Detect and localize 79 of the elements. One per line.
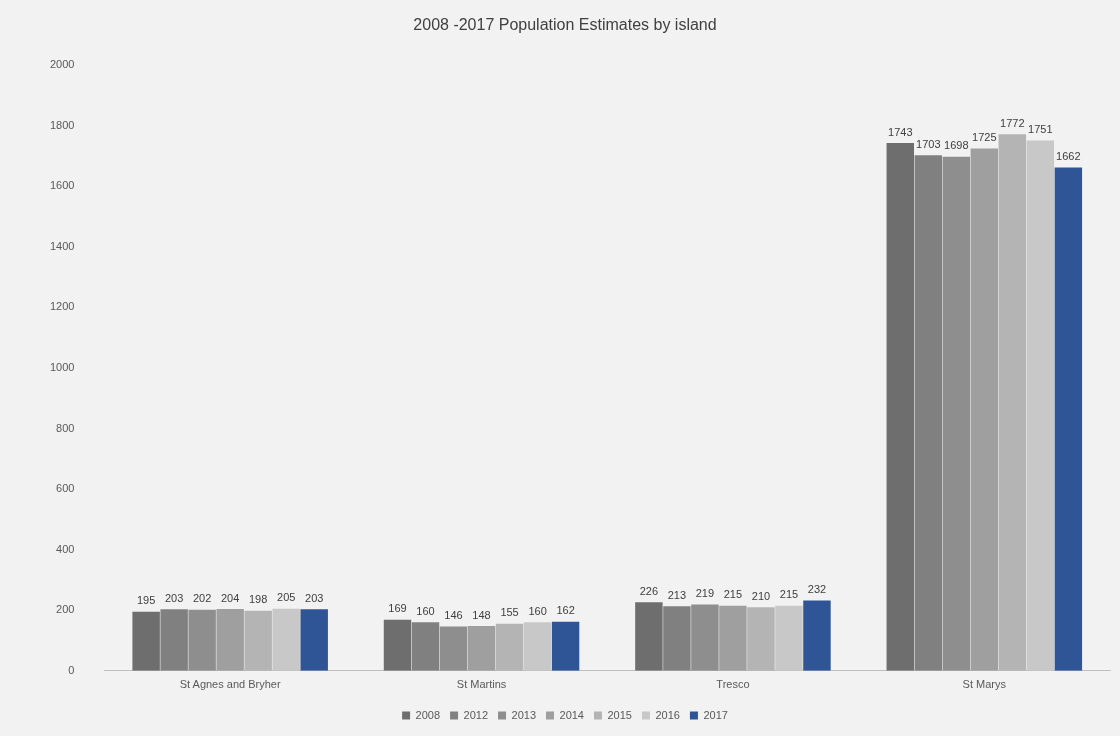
data-label: 162 — [556, 604, 575, 617]
y-tick-label: 1200 — [49, 300, 75, 313]
y-tick-label: 200 — [56, 603, 75, 616]
bar — [383, 619, 412, 671]
data-label: 1751 — [1028, 123, 1053, 136]
bar — [244, 610, 272, 671]
data-label: 203 — [164, 591, 184, 604]
data-label: 210 — [751, 589, 771, 602]
y-tick-label: 400 — [56, 542, 75, 555]
data-label: 226 — [639, 584, 659, 597]
data-label: 198 — [248, 593, 268, 606]
legend-label: 2016 — [655, 708, 680, 721]
data-label: 195 — [136, 594, 156, 607]
bar — [411, 622, 440, 671]
data-label: 205 — [277, 591, 296, 604]
bar — [886, 143, 914, 671]
bar — [719, 605, 747, 671]
bar — [160, 609, 188, 671]
bar — [1054, 167, 1083, 671]
data-label: 219 — [695, 587, 715, 600]
data-label: 160 — [416, 604, 435, 617]
bar — [300, 609, 328, 671]
x-tick-label: St Agnes and Bryher — [179, 678, 281, 691]
data-label: 1698 — [944, 139, 969, 152]
bar — [439, 626, 468, 671]
legend-label: 2012 — [463, 708, 489, 721]
data-label: 169 — [388, 602, 407, 615]
y-tick-label: 1400 — [49, 239, 75, 252]
bar — [998, 134, 1027, 671]
x-tick-label: Tresco — [716, 678, 750, 691]
bar — [216, 609, 244, 671]
legend-label: 2014 — [559, 708, 584, 721]
bar — [272, 608, 300, 671]
data-label: 213 — [667, 588, 687, 601]
bar — [942, 156, 971, 671]
bar — [188, 609, 216, 671]
bar — [775, 605, 803, 671]
data-label: 203 — [305, 591, 324, 604]
bar — [747, 607, 775, 671]
bar — [803, 600, 831, 671]
data-label: 1772 — [1000, 116, 1025, 129]
data-label: 1743 — [888, 125, 913, 138]
y-tick-label: 600 — [56, 482, 75, 495]
bar — [523, 622, 552, 671]
bar — [132, 611, 160, 671]
data-label: 146 — [444, 609, 463, 622]
x-tick-label: St Martins — [456, 678, 507, 691]
bar — [663, 606, 691, 671]
data-label: 232 — [807, 583, 827, 596]
bar — [495, 623, 524, 671]
bar — [635, 602, 663, 671]
legend-label: 2017 — [703, 708, 728, 721]
legend-label: 2008 — [415, 708, 441, 721]
data-label: 160 — [528, 604, 547, 617]
bar — [970, 148, 999, 671]
data-label: 1662 — [1056, 150, 1081, 163]
bar — [1026, 140, 1055, 671]
data-label: 155 — [500, 606, 519, 619]
data-label: 215 — [723, 588, 743, 601]
data-label: 202 — [192, 592, 212, 605]
bar — [467, 625, 496, 671]
data-label: 1703 — [916, 137, 941, 150]
y-tick-label: 2000 — [49, 58, 75, 71]
x-tick-label: St Marys — [962, 678, 1007, 691]
y-tick-label: 1000 — [49, 361, 75, 374]
legend-label: 2013 — [511, 708, 537, 721]
y-tick-label: 0 — [68, 663, 75, 676]
data-label: 148 — [472, 608, 491, 621]
data-label: 204 — [220, 591, 240, 604]
data-label: 1725 — [972, 131, 997, 143]
chart-title: 2008 -2017 Population Estimates by island — [413, 16, 717, 34]
data-label: 215 — [779, 588, 799, 601]
bar — [914, 155, 943, 671]
bar — [551, 621, 580, 671]
y-tick-label: 1800 — [49, 118, 75, 131]
y-tick-label: 1600 — [49, 179, 75, 192]
bar — [691, 604, 719, 671]
legend-label: 2015 — [607, 708, 632, 721]
y-tick-label: 800 — [56, 421, 75, 434]
